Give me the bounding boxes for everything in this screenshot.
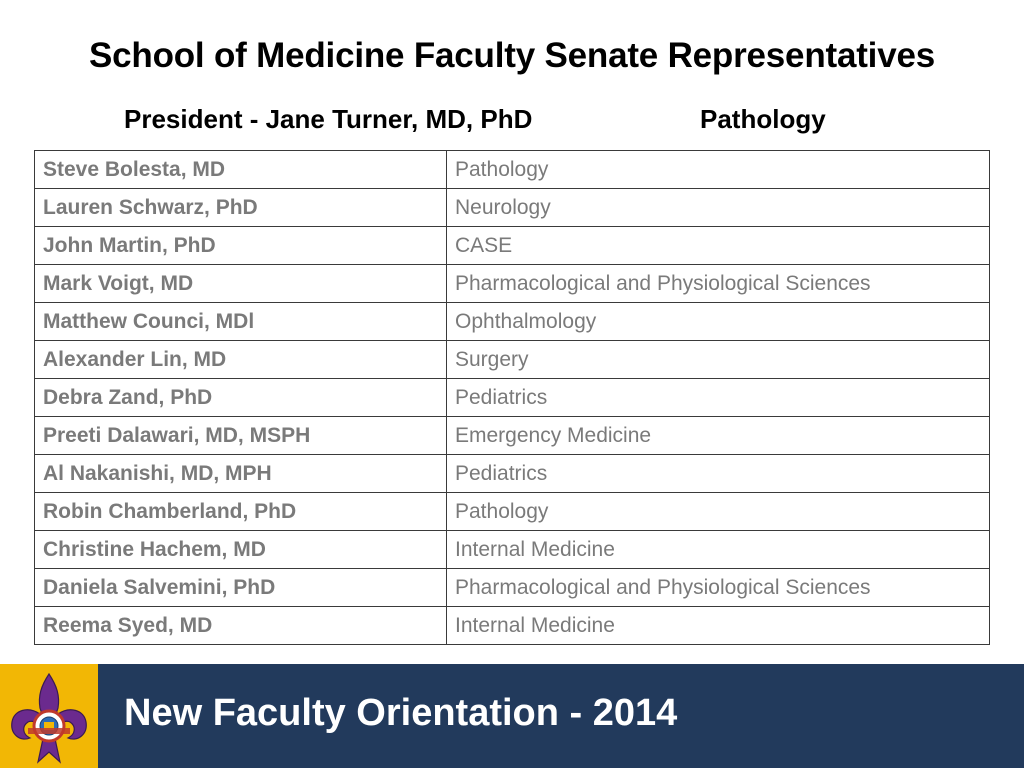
table-row: Al Nakanishi, MD, MPH Pediatrics	[34, 454, 990, 493]
table-row: Steve Bolesta, MD Pathology	[34, 150, 990, 189]
representative-department: Pathology	[446, 150, 990, 189]
table-row: Preeti Dalawari, MD, MSPH Emergency Medi…	[34, 416, 990, 455]
table-row: Debra Zand, PhD Pediatrics	[34, 378, 990, 417]
representative-department: Pediatrics	[446, 378, 990, 417]
table-row: Daniela Salvemini, PhD Pharmacological a…	[34, 568, 990, 607]
table-row: Lauren Schwarz, PhD Neurology	[34, 188, 990, 227]
representative-name: Daniela Salvemini, PhD	[34, 568, 447, 607]
representative-department: Neurology	[446, 188, 990, 227]
representative-name: Al Nakanishi, MD, MPH	[34, 454, 447, 493]
representative-name: Christine Hachem, MD	[34, 530, 447, 569]
table-row: Christine Hachem, MD Internal Medicine	[34, 530, 990, 569]
fleur-de-lis-crest-icon	[11, 672, 87, 764]
table-row: Mark Voigt, MD Pharmacological and Physi…	[34, 264, 990, 303]
logo	[0, 664, 98, 768]
representative-department: Pharmacological and Physiological Scienc…	[446, 568, 990, 607]
representatives-table: Steve Bolesta, MD Pathology Lauren Schwa…	[34, 150, 990, 645]
representative-name: Lauren Schwarz, PhD	[34, 188, 447, 227]
representative-name: John Martin, PhD	[34, 226, 447, 265]
representative-department: Pathology	[446, 492, 990, 531]
representative-name: Mark Voigt, MD	[34, 264, 447, 303]
representative-name: Preeti Dalawari, MD, MSPH	[34, 416, 447, 455]
footer-banner: New Faculty Orientation - 2014	[0, 664, 1024, 768]
footer-title: New Faculty Orientation - 2014	[124, 692, 678, 734]
representative-department: Internal Medicine	[446, 606, 990, 645]
table-row: Matthew Counci, MDl Ophthalmology	[34, 302, 990, 341]
representative-department: CASE	[446, 226, 990, 265]
representative-department: Pediatrics	[446, 454, 990, 493]
table-row: Robin Chamberland, PhD Pathology	[34, 492, 990, 531]
representative-name: Steve Bolesta, MD	[34, 150, 447, 189]
representative-department: Pharmacological and Physiological Scienc…	[446, 264, 990, 303]
table-row: Alexander Lin, MD Surgery	[34, 340, 990, 379]
representative-department: Internal Medicine	[446, 530, 990, 569]
president-line: President - Jane Turner, MD, PhD Patholo…	[0, 104, 1024, 138]
representative-department: Emergency Medicine	[446, 416, 990, 455]
table-row: John Martin, PhD CASE	[34, 226, 990, 265]
representative-name: Robin Chamberland, PhD	[34, 492, 447, 531]
president-department: Pathology	[700, 104, 826, 134]
representative-department: Ophthalmology	[446, 302, 990, 341]
table-row: Reema Syed, MD Internal Medicine	[34, 606, 990, 645]
representative-name: Debra Zand, PhD	[34, 378, 447, 417]
representative-department: Surgery	[446, 340, 990, 379]
slide-title: School of Medicine Faculty Senate Repres…	[88, 36, 935, 75]
president-name: President - Jane Turner, MD, PhD	[124, 104, 533, 134]
representative-name: Matthew Counci, MDl	[34, 302, 447, 341]
representative-name: Reema Syed, MD	[34, 606, 447, 645]
representative-name: Alexander Lin, MD	[34, 340, 447, 379]
